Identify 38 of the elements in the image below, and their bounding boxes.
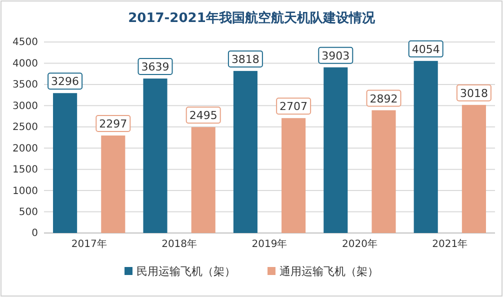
- data-label: 2297: [99, 118, 128, 131]
- data-label: 4054: [412, 42, 440, 56]
- y-tick-label: 1000: [12, 186, 38, 197]
- y-tick-label: 0: [32, 228, 38, 240]
- bar: [233, 70, 258, 233]
- data-label: 2707: [280, 100, 308, 114]
- y-tick-label: 2000: [12, 143, 38, 154]
- x-tick-label: 2019年: [252, 238, 288, 250]
- x-tick-label: 2018年: [162, 238, 198, 250]
- x-tick-label: 2021年: [432, 238, 468, 250]
- bar: [101, 136, 126, 233]
- data-label: 3296: [51, 75, 80, 88]
- bar: [53, 93, 78, 233]
- data-label: 3639: [141, 60, 170, 74]
- chart-title: 2017-2021年我国航空航天机队建设情况: [128, 10, 376, 26]
- bar: [324, 67, 348, 233]
- bar: [414, 60, 438, 233]
- data-label: 3903: [322, 49, 350, 62]
- y-tick-label: 3000: [12, 100, 38, 112]
- y-tick-label: 4000: [12, 58, 38, 70]
- bar: [282, 118, 306, 233]
- bar: [191, 127, 216, 233]
- y-tick-label: 500: [18, 206, 38, 218]
- y-tick-label: 1500: [12, 164, 38, 176]
- y-tick-label: 4500: [12, 37, 38, 48]
- legend-label: 通用运输飞机（架）: [280, 265, 378, 278]
- bar: [372, 110, 396, 233]
- x-tick-label: 2020年: [342, 238, 378, 250]
- data-label: 3018: [460, 86, 488, 100]
- data-label: 2495: [189, 109, 218, 122]
- bar: [462, 104, 486, 233]
- y-tick-label: 2500: [12, 122, 38, 134]
- bar: [143, 78, 168, 233]
- data-label: 3818: [231, 52, 260, 66]
- x-tick-label: 2017年: [71, 238, 107, 250]
- data-label: 2892: [370, 92, 398, 106]
- legend-label: 民用运输飞机（架）: [136, 265, 236, 278]
- y-tick-label: 3500: [12, 80, 38, 91]
